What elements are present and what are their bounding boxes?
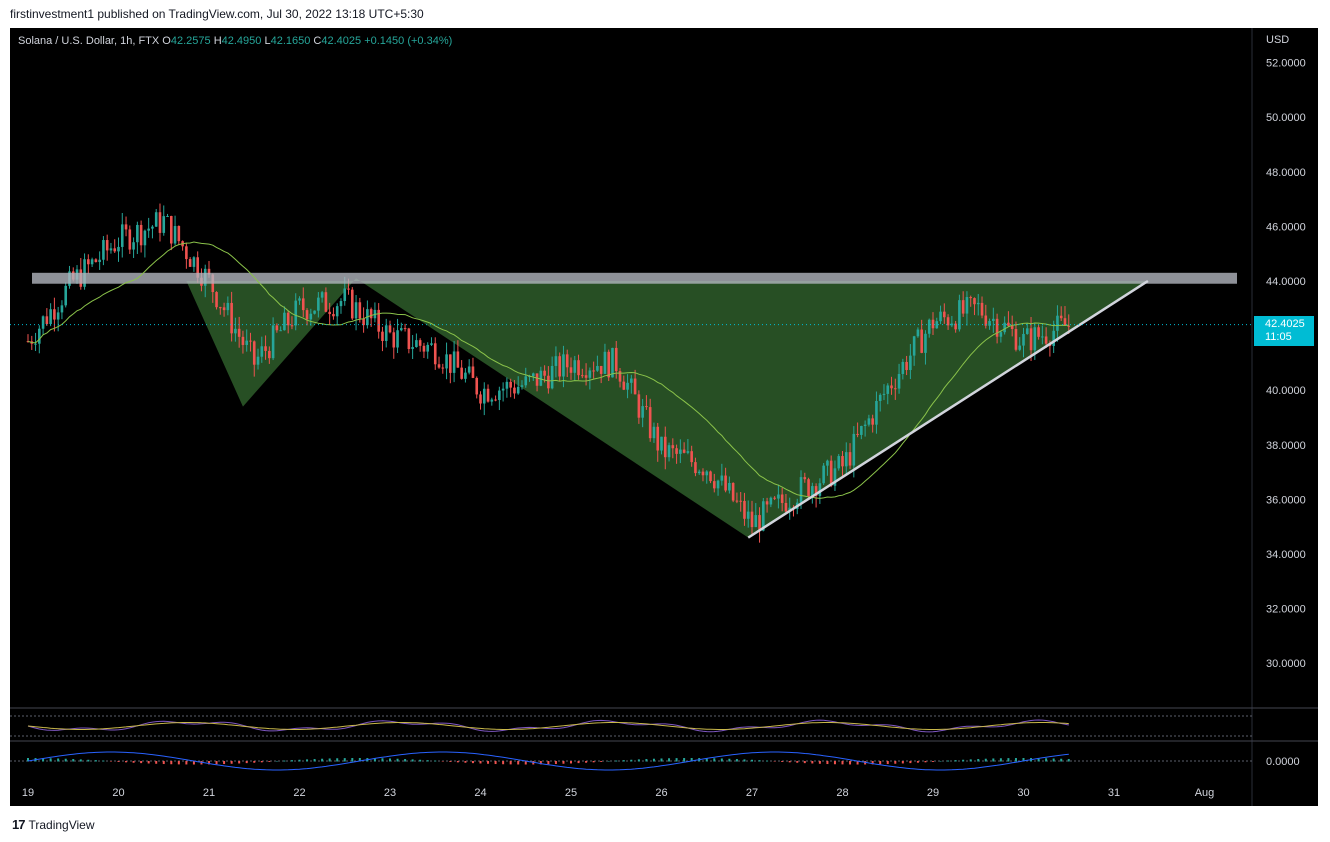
brand-name: TradingView	[28, 817, 95, 832]
open-value: 42.2575	[170, 35, 211, 47]
close-label: C	[313, 35, 322, 47]
symbol-legend: Solana / U.S. Dollar, 1h, FTX O42.2575 H…	[18, 35, 452, 47]
publisher-line: firstinvestment1 published on TradingVie…	[10, 7, 424, 21]
last-price-value: 42.4025	[1265, 318, 1305, 330]
high-label: H	[213, 35, 222, 47]
symbol-name[interactable]: Solana / U.S. Dollar, 1h, FTX	[18, 35, 160, 47]
bar-countdown: 11:05	[1265, 331, 1292, 343]
tradingview-logo-icon: 17	[12, 817, 26, 832]
close-value: 42.4025	[321, 35, 362, 47]
high-value: 42.4950	[221, 35, 262, 47]
low-value: 42.1650	[270, 35, 311, 47]
open-label: O	[162, 35, 171, 47]
low-label: L	[264, 35, 271, 47]
change-value: +0.1450 (+0.34%)	[364, 35, 453, 47]
last-price-tag: 42.4025 11:05	[1254, 316, 1314, 346]
tradingview-brand[interactable]: 17 TradingView	[12, 817, 95, 832]
currency-label: USD	[1266, 34, 1290, 46]
chart-frame[interactable]	[10, 28, 1318, 806]
